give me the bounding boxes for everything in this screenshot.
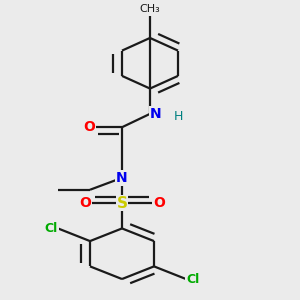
Text: Cl: Cl [186, 272, 199, 286]
Text: N: N [116, 171, 128, 185]
Text: O: O [153, 196, 165, 210]
Text: H: H [174, 110, 183, 123]
Text: N: N [150, 107, 162, 121]
Text: S: S [116, 196, 128, 211]
Text: Cl: Cl [45, 222, 58, 235]
Text: O: O [83, 120, 95, 134]
Text: CH₃: CH₃ [140, 4, 160, 14]
Text: O: O [79, 196, 91, 210]
